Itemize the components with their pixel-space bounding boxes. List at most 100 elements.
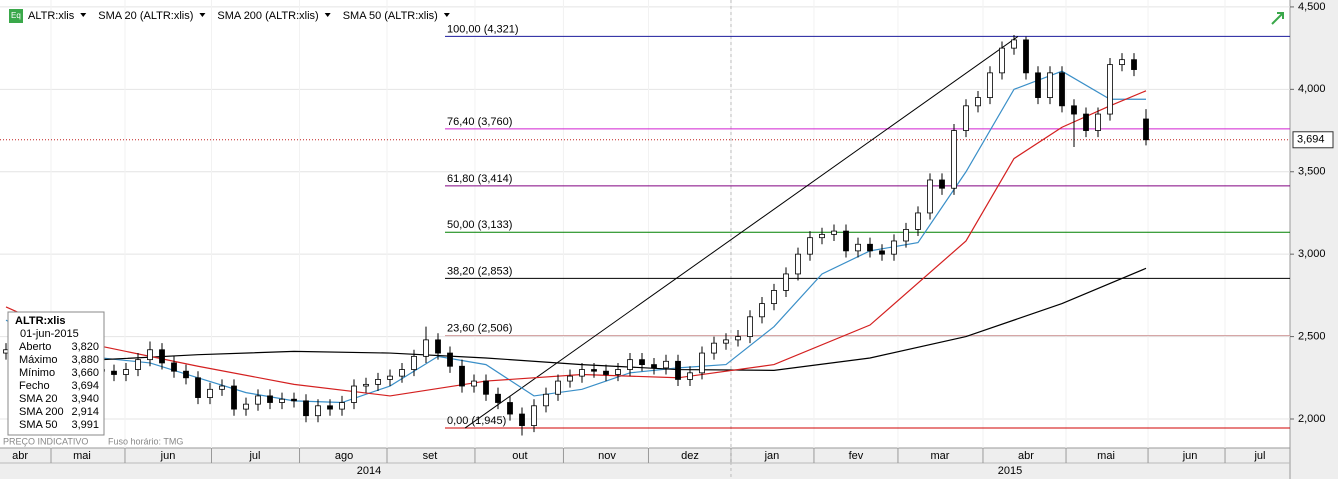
candle-body (459, 365, 465, 387)
candle-body (243, 403, 249, 410)
candle-body (1107, 64, 1113, 115)
fib-label: 23,60 (2,506) (447, 322, 512, 334)
legend-dropdown[interactable] (199, 13, 206, 17)
candle-body (447, 352, 453, 367)
candle-body (435, 339, 441, 354)
candle-body (183, 370, 189, 379)
y-tick-label: 4,500 (1298, 1, 1326, 13)
candle-body (867, 243, 873, 252)
legend-dropdown[interactable] (324, 13, 331, 17)
y-tick-label: 3,500 (1298, 166, 1326, 178)
candle-body (1071, 105, 1077, 115)
price-tag: 3,694 (1297, 134, 1325, 146)
candle-body (159, 349, 165, 364)
info-value: 3,660 (71, 367, 99, 379)
candle-body (615, 369, 621, 375)
candle-body (519, 413, 525, 426)
candle-body (711, 342, 717, 354)
x-tick-label: ago (335, 450, 353, 462)
candle-body (1035, 72, 1041, 98)
eq-icon[interactable] (9, 9, 23, 23)
candle-body (567, 375, 573, 382)
candle-body (423, 339, 429, 357)
candle-body (639, 359, 645, 365)
info-date: 01-jun-2015 (20, 328, 79, 340)
candle-body (495, 393, 501, 403)
candle-body (207, 388, 213, 398)
info-label: Aberto (19, 341, 51, 353)
legend-entry[interactable]: SMA 20 (ALTR:xlis) (98, 10, 193, 22)
legend-entry[interactable]: SMA 50 (ALTR:xlis) (343, 10, 438, 22)
candle-body (327, 405, 333, 410)
y-tick-label: 2,000 (1298, 413, 1326, 425)
info-label: SMA 50 (19, 419, 58, 431)
x-tick-label: out (512, 450, 527, 462)
candle-body (483, 380, 489, 395)
candle-body (387, 375, 393, 380)
info-value: 3,940 (71, 393, 99, 405)
candle-body (831, 230, 837, 235)
candle-body (663, 360, 669, 369)
fib-label: 61,80 (3,414) (447, 173, 512, 185)
x-tick-label: mai (1097, 450, 1115, 462)
x-tick-label: jun (1182, 450, 1198, 462)
candle-body (855, 243, 861, 252)
eq-icon-text: Eq (11, 11, 21, 20)
info-value: 3,991 (71, 419, 99, 431)
candle-body (135, 359, 141, 370)
info-label: Máximo (19, 354, 58, 366)
candle-body (987, 72, 993, 98)
candle-body (231, 385, 237, 410)
candle-body (879, 250, 885, 255)
year-label: 2014 (357, 465, 381, 477)
x-tick-label: mai (73, 450, 91, 462)
candle-body (843, 230, 849, 252)
candle-body (303, 400, 309, 417)
candle-body (903, 229, 909, 242)
candle-body (807, 237, 813, 255)
y-axis-panel (1290, 0, 1338, 479)
legend-dropdown[interactable] (80, 13, 87, 17)
candle-body (531, 405, 537, 426)
info-value: 2,914 (71, 406, 99, 418)
x-tick-label: jan (764, 450, 780, 462)
candle-body (279, 398, 285, 403)
legend-entry[interactable]: ALTR:xlis (28, 10, 75, 22)
candle-body (543, 393, 549, 407)
candle-body (699, 352, 705, 374)
legend-entry[interactable]: SMA 200 (ALTR:xlis) (217, 10, 318, 22)
candle-body (675, 360, 681, 380)
candle-body (891, 240, 897, 255)
candle-body (723, 339, 729, 344)
info-label: SMA 20 (19, 393, 58, 405)
candle-body (651, 364, 657, 369)
candle-body (147, 349, 153, 361)
expand-icon[interactable] (1271, 12, 1284, 25)
candle-body (291, 398, 297, 402)
footer-text: PREÇO INDICATIVO (3, 436, 88, 446)
candle-body (999, 47, 1005, 74)
info-box (7, 311, 105, 436)
year-label: 2015 (998, 465, 1022, 477)
info-value: 3,820 (71, 341, 99, 353)
legend-dropdown[interactable] (443, 13, 450, 17)
info-value: 3,694 (71, 380, 99, 392)
candle-body (267, 395, 273, 403)
candle-body (471, 380, 477, 387)
candle-body (939, 179, 945, 189)
candle-body (1095, 113, 1101, 131)
candle-body (555, 380, 561, 395)
info-label: SMA 200 (19, 406, 64, 418)
info-value: 3,880 (71, 354, 99, 366)
candle-body (975, 97, 981, 107)
candle-body (1047, 72, 1053, 98)
candle-body (579, 369, 585, 377)
candle-body (1119, 59, 1125, 66)
candle-body (795, 253, 801, 275)
fib-label: 100,00 (4,321) (447, 23, 519, 35)
fib-label: 38,20 (2,853) (447, 265, 512, 277)
candle-body (507, 402, 513, 415)
candle-body (219, 385, 225, 390)
candle-body (1059, 72, 1065, 107)
candle-body (1143, 118, 1149, 141)
